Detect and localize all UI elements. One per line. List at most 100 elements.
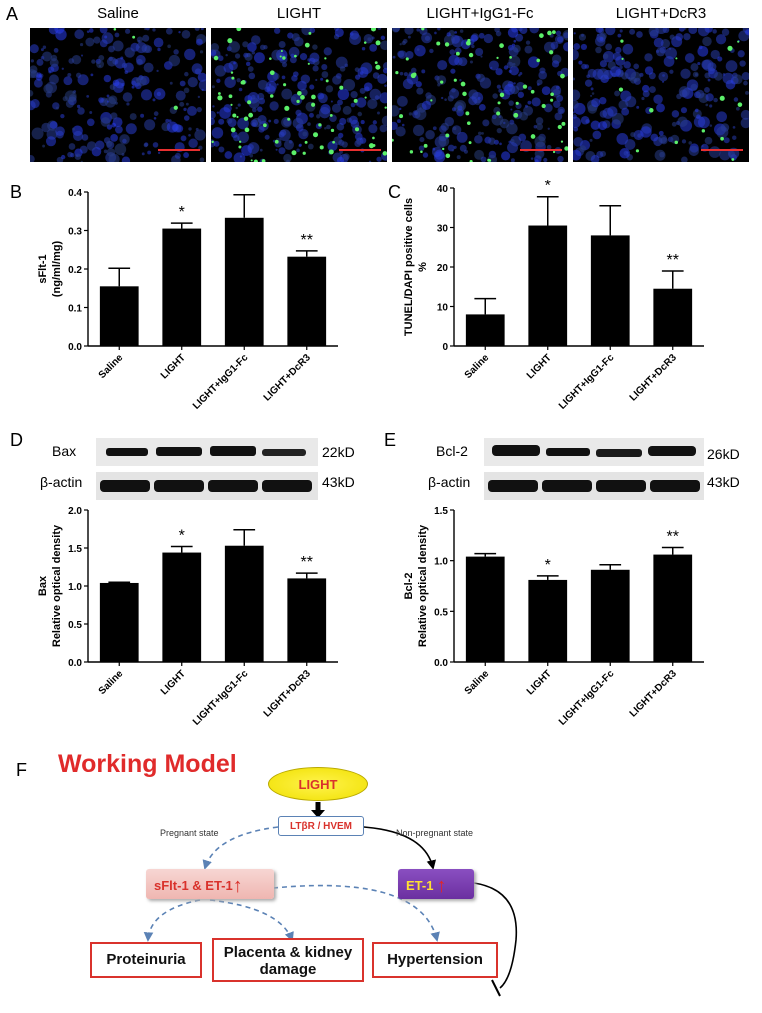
tissue-cell (218, 118, 225, 125)
tissue-cell (499, 142, 502, 146)
tissue-cell (669, 69, 674, 74)
tissue-cell (356, 97, 367, 108)
blot-e-kd-bcl2: 26kD (707, 446, 740, 462)
tissue-cell (578, 60, 583, 65)
tissue-cell (692, 71, 699, 78)
y-tick-label: 0.1 (68, 304, 82, 315)
tunel-dot (496, 56, 499, 60)
tissue-cell (100, 117, 111, 127)
tissue-cell (745, 29, 749, 36)
tissue-cell (224, 151, 233, 159)
tissue-cell (85, 37, 95, 47)
tunel-dot (372, 136, 375, 140)
pregnant-state-label: Pregnant state (160, 828, 219, 838)
tunel-dot (395, 71, 399, 75)
tissue-cell (315, 78, 318, 82)
tissue-cell (135, 42, 147, 54)
tissue-cell (723, 137, 730, 144)
tissue-cell (86, 30, 90, 33)
panel-label-e: E (384, 430, 397, 450)
bar (465, 314, 505, 346)
tissue-cell (709, 124, 713, 127)
tunel-dot (297, 90, 302, 96)
tissue-cell (156, 69, 159, 73)
tissue-cell (517, 28, 523, 32)
tissue-cell (519, 111, 529, 121)
tissue-cell (211, 117, 215, 126)
tissue-cell (477, 96, 481, 100)
tunel-dot (465, 40, 471, 46)
tissue-cell (414, 44, 426, 57)
tissue-cell (524, 104, 528, 108)
tissue-cell (590, 87, 594, 91)
tissue-cell (174, 152, 181, 159)
tissue-cell (157, 151, 161, 155)
tissue-cell (546, 144, 552, 150)
y-tick-label: 30 (437, 224, 449, 235)
tissue-cell (425, 129, 435, 140)
tissue-cell (122, 138, 127, 144)
tissue-cell (247, 66, 254, 72)
y-axis-label: TUNEL/DAPI positive cells (404, 198, 415, 336)
tissue-cell (333, 136, 342, 145)
tissue-cell (432, 147, 436, 151)
tunel-dot (384, 106, 387, 109)
tissue-cell (518, 133, 527, 142)
tunel-dot (330, 128, 335, 133)
arrow-pregnant (202, 826, 279, 870)
tissue-cell (212, 105, 215, 108)
tunel-dot (364, 96, 367, 99)
significance-mark: * (179, 204, 185, 221)
tissue-cell (740, 109, 749, 120)
tissue-cell (73, 130, 84, 141)
blot-d-kd-actin: 43kD (322, 474, 355, 490)
tissue-cell (226, 118, 233, 124)
tissue-cell (228, 41, 241, 53)
blot-d-band (262, 480, 312, 492)
tissue-cell (165, 28, 173, 35)
micrograph-title-saline: Saline (97, 5, 139, 22)
y-tick-label: 0.3 (68, 227, 82, 238)
tunel-dot (649, 108, 654, 113)
x-tick-label: Saline (97, 352, 126, 381)
tissue-cell (573, 149, 582, 161)
y-tick-label: 0 (442, 342, 448, 353)
tissue-cell (103, 74, 112, 83)
et1-node: ET-1 ↑ (398, 869, 474, 899)
tissue-cell (112, 79, 120, 87)
tissue-cell (707, 62, 717, 72)
tissue-cell (144, 28, 147, 31)
tissue-cell (96, 60, 105, 69)
significance-mark: ** (301, 232, 313, 249)
tissue-cell (319, 107, 331, 119)
tissue-cell (275, 148, 278, 151)
tissue-cell (589, 138, 593, 142)
tissue-cell (237, 131, 249, 144)
tunel-dot (564, 146, 568, 151)
tissue-cell (354, 74, 361, 80)
tissue-cell (71, 127, 75, 131)
tunel-dot (731, 158, 735, 161)
tissue-cell (418, 145, 425, 152)
tissue-cell (654, 149, 666, 161)
tissue-cell (592, 68, 604, 80)
tissue-cell (578, 33, 587, 41)
tissue-cell (573, 137, 583, 147)
x-tick-label: LIGHT+DcR3 (628, 352, 680, 404)
tissue-cell (637, 133, 642, 138)
tunel-dot (557, 124, 562, 130)
tissue-cell (653, 94, 663, 105)
tissue-cell (629, 28, 636, 35)
tissue-cell (458, 57, 468, 67)
tissue-cell (501, 151, 511, 161)
tissue-cell (615, 56, 625, 66)
tissue-cell (481, 132, 484, 135)
blot-e-band (648, 446, 696, 456)
tissue-cell (307, 143, 314, 150)
tunel-dot (560, 140, 564, 143)
tissue-cell (55, 126, 65, 136)
tissue-cell (256, 106, 263, 112)
tissue-cell (553, 100, 561, 108)
tissue-cell (71, 55, 82, 65)
tissue-cell (573, 43, 581, 50)
